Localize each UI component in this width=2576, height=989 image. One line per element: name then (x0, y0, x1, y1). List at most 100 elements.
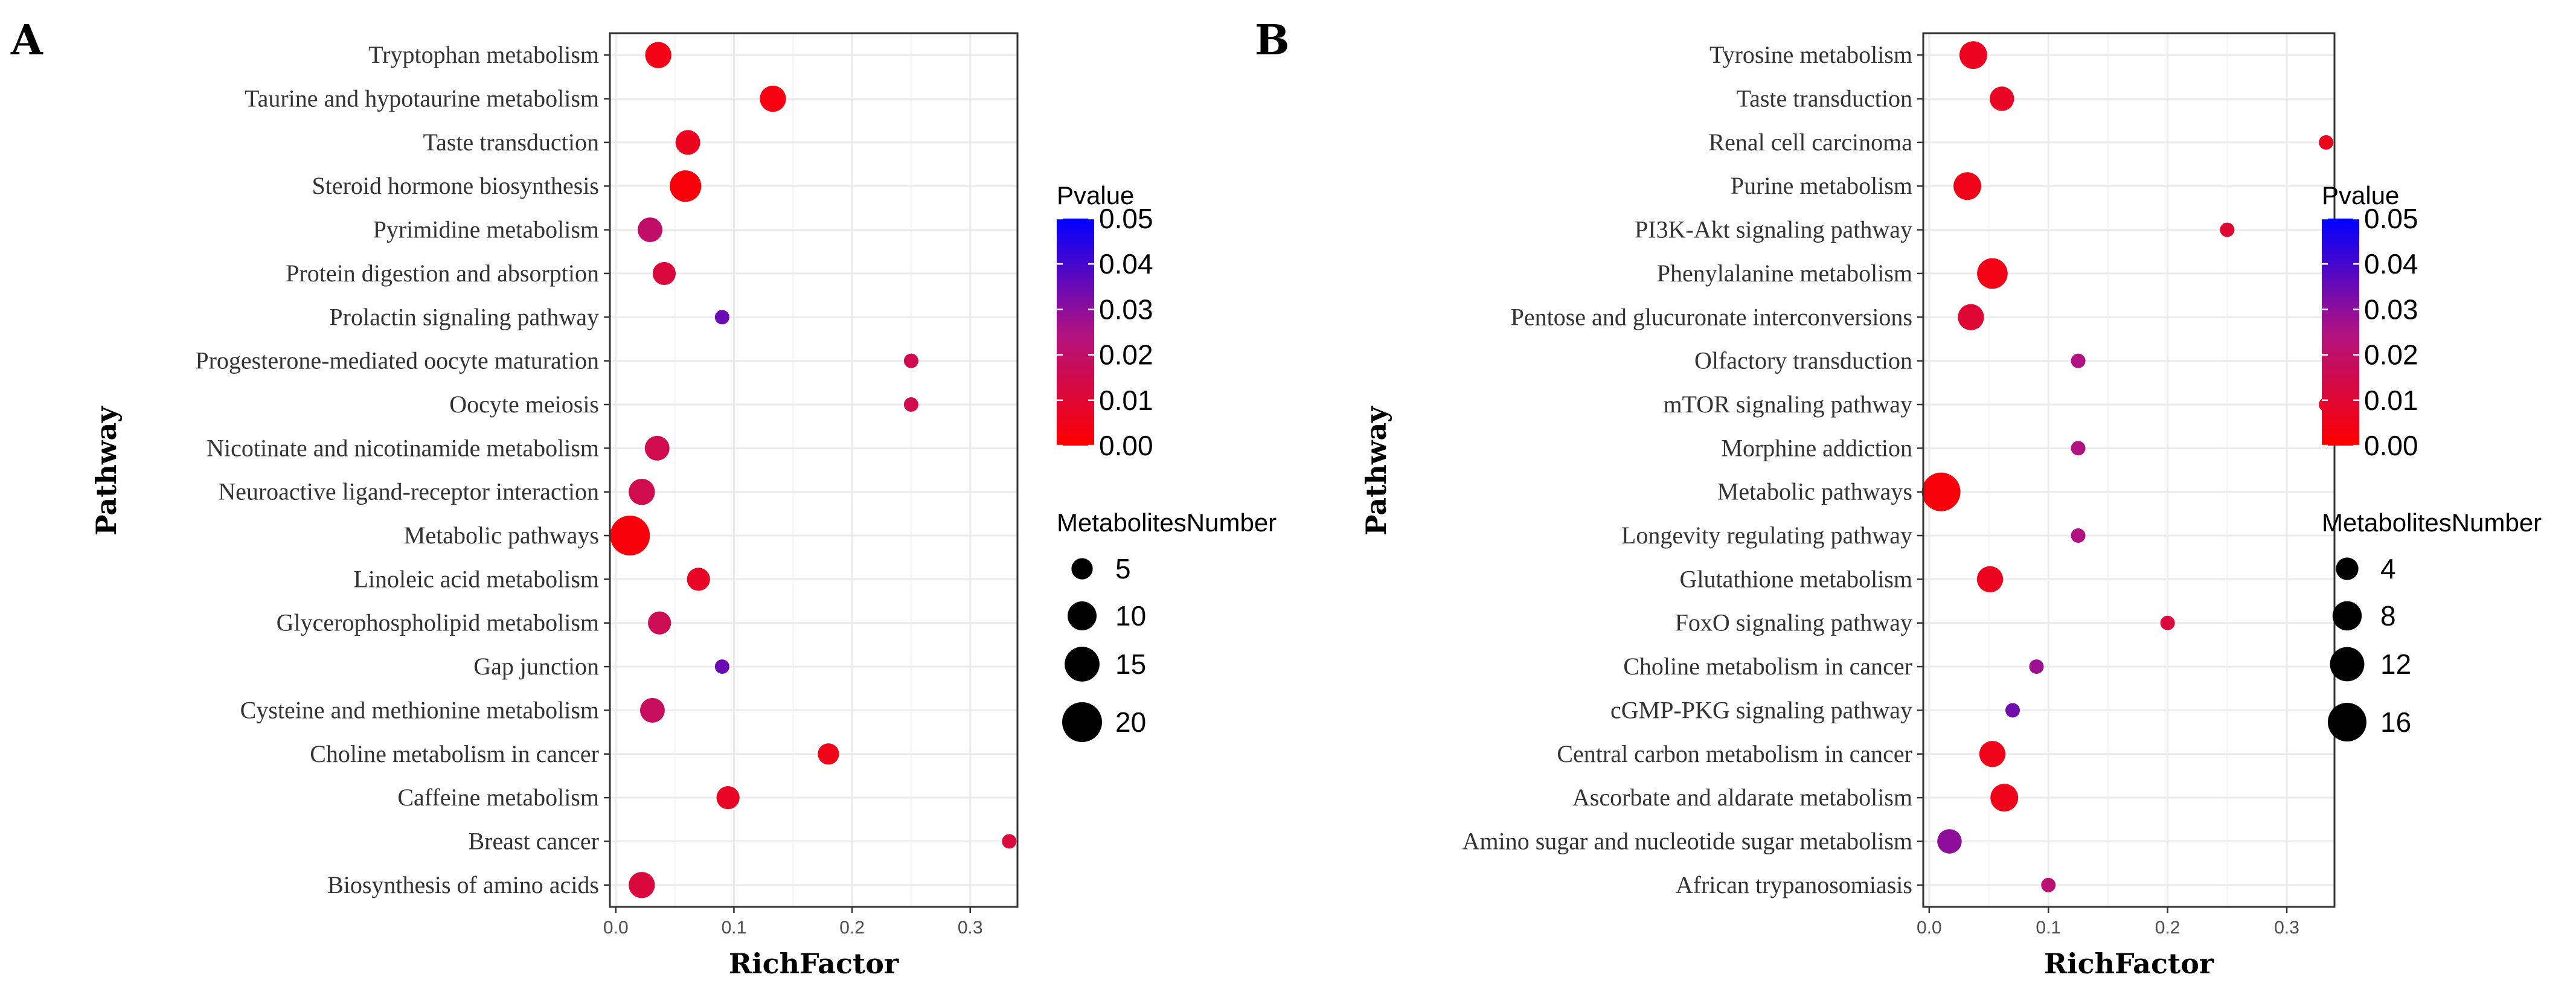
data-point (648, 611, 671, 635)
data-point (1977, 258, 2008, 289)
size-legend-label: 10 (1115, 600, 1146, 632)
data-point (1990, 784, 2019, 812)
y-tick-label: Glutathione metabolism (1680, 565, 1913, 592)
y-tick-label: Phenylalanine metabolism (1657, 260, 1912, 287)
colorbar-tick-label: 0.02 (2364, 339, 2418, 371)
data-point (675, 130, 700, 155)
size-legend-label: 20 (1115, 706, 1146, 738)
data-point (2071, 528, 2086, 543)
x-tick-label: 0.0 (1917, 918, 1942, 938)
colorbar-title: Pvalue (2322, 181, 2399, 210)
x-tick-label: 0.1 (722, 918, 747, 938)
data-point (687, 568, 710, 591)
x-axis-title: RichFactor (2044, 947, 2214, 980)
y-tick-label: Protein digestion and absorption (286, 260, 599, 287)
data-point (1953, 172, 1982, 200)
colorbar-tick-label: 0.05 (2364, 203, 2418, 234)
data-point (1959, 41, 1987, 69)
data-point (2005, 703, 2020, 718)
data-point (629, 872, 655, 898)
data-point (1979, 741, 2006, 767)
x-tick-label: 0.3 (958, 918, 983, 938)
data-point (714, 310, 729, 325)
y-tick-label: Steroid hormone biosynthesis (312, 172, 599, 199)
y-tick-label: Taurine and hypotaurine metabolism (245, 85, 599, 112)
size-legend-dot (1062, 702, 1102, 742)
y-tick-label: Progesterone-mediated oocyte maturation (195, 347, 599, 374)
y-tick-label: Nicotinate and nicotinamide metabolism (207, 434, 599, 461)
y-tick-label: Choline metabolism in cancer (1623, 653, 1912, 680)
size-legend-dot (2332, 601, 2362, 631)
x-tick-label: 0.1 (2036, 918, 2061, 938)
data-point (2029, 659, 2044, 674)
x-tick-label: 0.2 (839, 918, 865, 938)
data-point (1937, 829, 1962, 854)
y-tick-label: Tryptophan metabolism (368, 41, 599, 68)
y-tick-label: Amino sugar and nucleotide sugar metabol… (1463, 827, 1912, 854)
colorbar-tick-label: 0.01 (1099, 385, 1153, 416)
y-tick-label: Metabolic pathways (404, 522, 599, 549)
data-point (714, 659, 729, 674)
data-point (610, 516, 650, 556)
data-point (903, 397, 918, 412)
data-point (645, 42, 671, 68)
panel-a-chart: A Tryptophan metabolism Taurine and hypota… (10, 16, 1277, 980)
colorbar-tick-label: 0.02 (1099, 339, 1153, 371)
y-tick-label: Gap junction (473, 653, 599, 680)
y-tick-label: Glycerophospholipid metabolism (277, 609, 599, 636)
data-point (629, 478, 655, 505)
data-point (2071, 441, 2086, 456)
y-axis-title: Pathway (90, 406, 123, 536)
y-tick-label: Renal cell carcinoma (1708, 129, 1912, 156)
y-tick-label: cGMP-PKG signaling pathway (1610, 696, 1912, 723)
y-tick-label: Pyrimidine metabolism (373, 216, 599, 243)
panel-letter: B (1255, 16, 1289, 65)
y-tick-label: mTOR signaling pathway (1663, 391, 1912, 418)
plot-area (1923, 33, 2334, 907)
data-point (638, 217, 662, 243)
panel-b-chart: B Tyrosine metabolism Taste transduction Re… (1255, 16, 2542, 980)
size-legend-label: 4 (2380, 553, 2396, 584)
data-point (670, 170, 702, 202)
size-legend-dot (2330, 647, 2365, 682)
y-axis-title: Pathway (1360, 406, 1392, 536)
data-point (2071, 353, 2086, 368)
data-point (639, 697, 665, 723)
plot-border (1922, 32, 2336, 908)
size-legend-label: 12 (2380, 648, 2411, 680)
size-legend-label: 16 (2380, 706, 2411, 738)
y-tick-label: FoxO signaling pathway (1675, 609, 1912, 636)
data-point (2319, 135, 2334, 150)
y-tick-label: Purine metabolism (1731, 172, 1912, 199)
colorbar-tick-label: 0.03 (1099, 293, 1153, 325)
y-tick-label: Prolactin signaling pathway (329, 303, 599, 330)
y-tick-label: Choline metabolism in cancer (310, 740, 599, 767)
size-legend-label: 5 (1115, 553, 1131, 584)
data-point (903, 353, 918, 368)
y-tick-label: Metabolic pathways (1717, 478, 1912, 505)
y-tick-label: Pentose and glucuronate interconversions (1511, 303, 1912, 330)
colorbar-tick-label: 0.00 (1099, 430, 1153, 461)
y-tick-label: Linoleic acid metabolism (353, 565, 599, 592)
y-tick-label: Ascorbate and aldarate metabolism (1572, 784, 1912, 811)
x-tick-label: 0.2 (2155, 918, 2180, 938)
y-tick-label: African trypanosomiasis (1676, 871, 1912, 898)
data-point (2041, 877, 2056, 892)
size-legend-dot (1067, 601, 1097, 631)
y-tick-label: Biosynthesis of amino acids (327, 871, 599, 898)
colorbar-tick-label: 0.04 (2364, 248, 2418, 280)
colorbar-tick-label: 0.03 (2364, 293, 2418, 325)
y-tick-label: Breast cancer (468, 827, 599, 854)
colorbar-tick-label: 0.04 (1099, 248, 1153, 280)
plot-border (609, 32, 1019, 908)
data-point (1990, 86, 2014, 111)
colorbar-tick-label: 0.00 (2364, 430, 2418, 461)
colorbar (1057, 219, 1094, 446)
y-tick-label: Morphine addiction (1721, 434, 1912, 461)
plot-area (610, 33, 1017, 907)
y-tick-label: Olfactory transduction (1694, 347, 1912, 374)
y-tick-label: Cysteine and methionine metabolism (240, 696, 599, 723)
size-legend-label: 15 (1115, 648, 1146, 680)
y-tick-label: Taste transduction (1736, 85, 1912, 112)
